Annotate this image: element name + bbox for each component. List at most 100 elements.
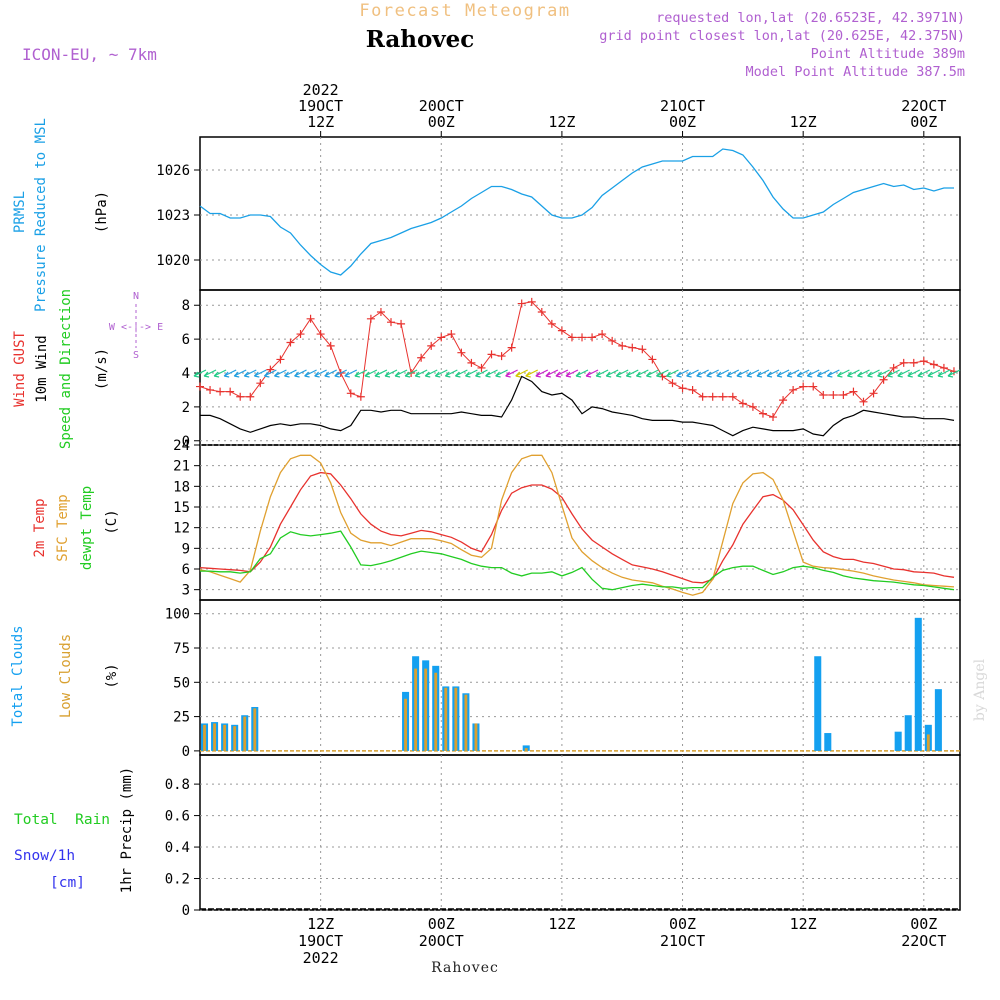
wind-arrow xyxy=(635,369,649,378)
pressure-unit: (hPa) xyxy=(94,191,110,233)
top-time-label: 21OCT xyxy=(660,97,705,115)
ytick-label: 4 xyxy=(182,366,190,382)
gust-point xyxy=(527,297,536,306)
bottom-time-label: 21OCT xyxy=(660,932,705,950)
bottom-time-label: 19OCT xyxy=(298,932,343,950)
total-cloud-bar xyxy=(904,715,912,751)
gust-point xyxy=(748,402,757,411)
low-cloud-bar xyxy=(404,698,407,751)
wind-arrow xyxy=(213,369,227,378)
gust-point xyxy=(889,363,898,372)
gust-point xyxy=(467,358,476,367)
ytick-label: 0.4 xyxy=(165,840,190,856)
ytick-label: 24 xyxy=(173,438,190,454)
top-time-label: 00Z xyxy=(669,113,696,131)
wind-arrow xyxy=(575,369,589,378)
low-cloud-bar xyxy=(424,668,428,751)
gust-point xyxy=(919,357,928,366)
top-time-label: 00Z xyxy=(428,113,455,131)
gust-point xyxy=(829,391,838,400)
wind-arrow xyxy=(666,369,679,378)
gust-point xyxy=(376,308,385,317)
wind-arrow xyxy=(565,369,579,378)
gust-point xyxy=(427,341,436,350)
gust-point xyxy=(849,387,858,396)
footer-location: Rahovec xyxy=(431,960,499,976)
ytick-label: 6 xyxy=(182,562,190,578)
wind-arrow xyxy=(937,369,951,378)
ytick-label: 0.6 xyxy=(165,809,190,825)
wind-arrow xyxy=(364,369,378,378)
y-tick-labels: 1020102310260246836912151821240255075100… xyxy=(156,163,200,919)
ytick-label: 3 xyxy=(182,583,190,599)
gust-point xyxy=(789,385,798,394)
low-cloud-bar xyxy=(203,724,206,751)
snow-unit-label: [cm] xyxy=(50,875,85,891)
low-cloud-bar xyxy=(213,723,216,751)
wind-arrow xyxy=(736,369,750,378)
low-cloud-bar xyxy=(253,708,257,751)
gust-point xyxy=(487,350,496,359)
gust-point xyxy=(507,343,516,352)
ytick-label: 1023 xyxy=(156,208,190,224)
ytick-label: 0 xyxy=(182,744,190,760)
ytick-label: 0.8 xyxy=(165,777,190,793)
wind-dir-label: Speed and Direction xyxy=(58,289,74,449)
data-marks xyxy=(193,148,961,910)
ytick-label: 6 xyxy=(182,332,190,348)
gust-point xyxy=(799,382,808,391)
panel-frame xyxy=(199,289,961,446)
wind-arrow xyxy=(897,369,910,378)
wind-arrow xyxy=(294,369,307,378)
wind-arrow xyxy=(465,369,478,378)
t2m-label: 2m Temp xyxy=(32,498,48,557)
wind-arrow xyxy=(475,369,488,378)
gust-point xyxy=(497,352,506,361)
wind-arrow xyxy=(454,369,468,378)
gust-point xyxy=(839,391,848,400)
ytick-label: 21 xyxy=(173,459,190,475)
gust-point xyxy=(306,314,315,323)
gust-point xyxy=(437,333,446,342)
bottom-time-label: 12Z xyxy=(790,915,817,933)
gust-point xyxy=(859,397,868,406)
gust-point xyxy=(819,391,828,400)
bottom-time-label: 00Z xyxy=(428,915,455,933)
gust-point xyxy=(628,343,637,352)
wind-arrow xyxy=(394,369,408,378)
wind-arrow xyxy=(515,369,528,378)
ytick-label: 8 xyxy=(182,298,190,314)
top-time-label: 12Z xyxy=(548,113,575,131)
model-altitude: Model Point Altitude 387.5m xyxy=(746,64,965,80)
wind-arrow xyxy=(374,369,388,378)
wind-arrow xyxy=(203,369,217,378)
gust-point xyxy=(869,389,878,398)
low-cloud-bar xyxy=(474,723,478,751)
grid-lines xyxy=(200,137,960,911)
wind-label: 10m Wind xyxy=(34,335,50,402)
gust-point xyxy=(356,392,365,401)
requested-coordinates: requested lon,lat (20.6523E, 42.3971N) xyxy=(656,10,965,26)
wind-arrow xyxy=(424,369,438,378)
gust-point xyxy=(316,330,325,339)
low-cloud-bar xyxy=(233,726,237,751)
total-cloud-label: Total Clouds xyxy=(10,625,26,726)
wind-arrow xyxy=(263,369,277,378)
gust-point xyxy=(286,338,295,347)
wind-arrow xyxy=(826,369,840,378)
wind-arrow xyxy=(585,369,599,378)
wind-arrow xyxy=(786,369,800,378)
bottom-time-label: 12Z xyxy=(307,915,334,933)
gust-point xyxy=(547,319,556,328)
wind-arrow xyxy=(625,369,639,378)
wind-arrow xyxy=(535,369,549,378)
gust-point xyxy=(578,333,587,342)
ytick-label: 0.2 xyxy=(165,872,190,888)
gust-point xyxy=(387,318,396,327)
wind-arrow xyxy=(444,369,458,378)
wind-arrow xyxy=(947,369,961,378)
low-cloud-bar xyxy=(454,687,458,751)
cloud-unit: (%) xyxy=(104,663,120,688)
